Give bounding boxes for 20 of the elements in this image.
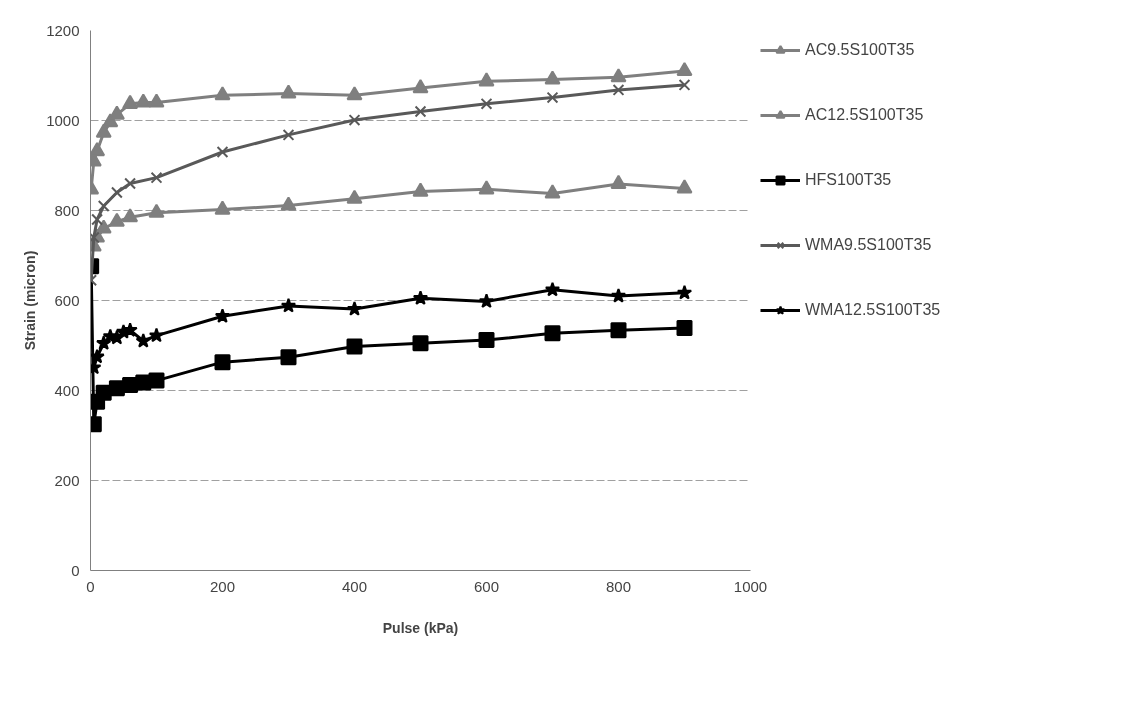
y-tick-label: 200 bbox=[54, 471, 80, 489]
y-tick-label: 800 bbox=[54, 201, 80, 219]
y-tick-label: 0 bbox=[71, 561, 80, 579]
x-axis-title: Pulse (kPa) bbox=[382, 619, 459, 636]
x-tick-label: 1000 bbox=[733, 577, 768, 595]
legend-label: HFS100T35 bbox=[805, 171, 892, 189]
legend-label: WMA9.5S100T35 bbox=[805, 236, 932, 254]
x-tick-label: 0 bbox=[86, 577, 95, 595]
legend-label: AC9.5S100T35 bbox=[805, 41, 915, 59]
legend-label: AC12.5S100T35 bbox=[805, 106, 924, 124]
x-tick-label: 200 bbox=[209, 577, 236, 595]
y-tick-label: 1000 bbox=[46, 111, 80, 129]
x-tick-label: 400 bbox=[341, 577, 368, 595]
x-tick-label: 800 bbox=[605, 577, 632, 595]
y-tick-label: 1200 bbox=[46, 21, 80, 39]
y-tick-label: 400 bbox=[54, 381, 80, 399]
x-tick-label: 600 bbox=[473, 577, 500, 595]
legend-label: WMA12.5S100T35 bbox=[805, 301, 941, 319]
y-tick-label: 600 bbox=[54, 291, 80, 309]
y-axis-title: Strain (micron) bbox=[22, 250, 39, 351]
